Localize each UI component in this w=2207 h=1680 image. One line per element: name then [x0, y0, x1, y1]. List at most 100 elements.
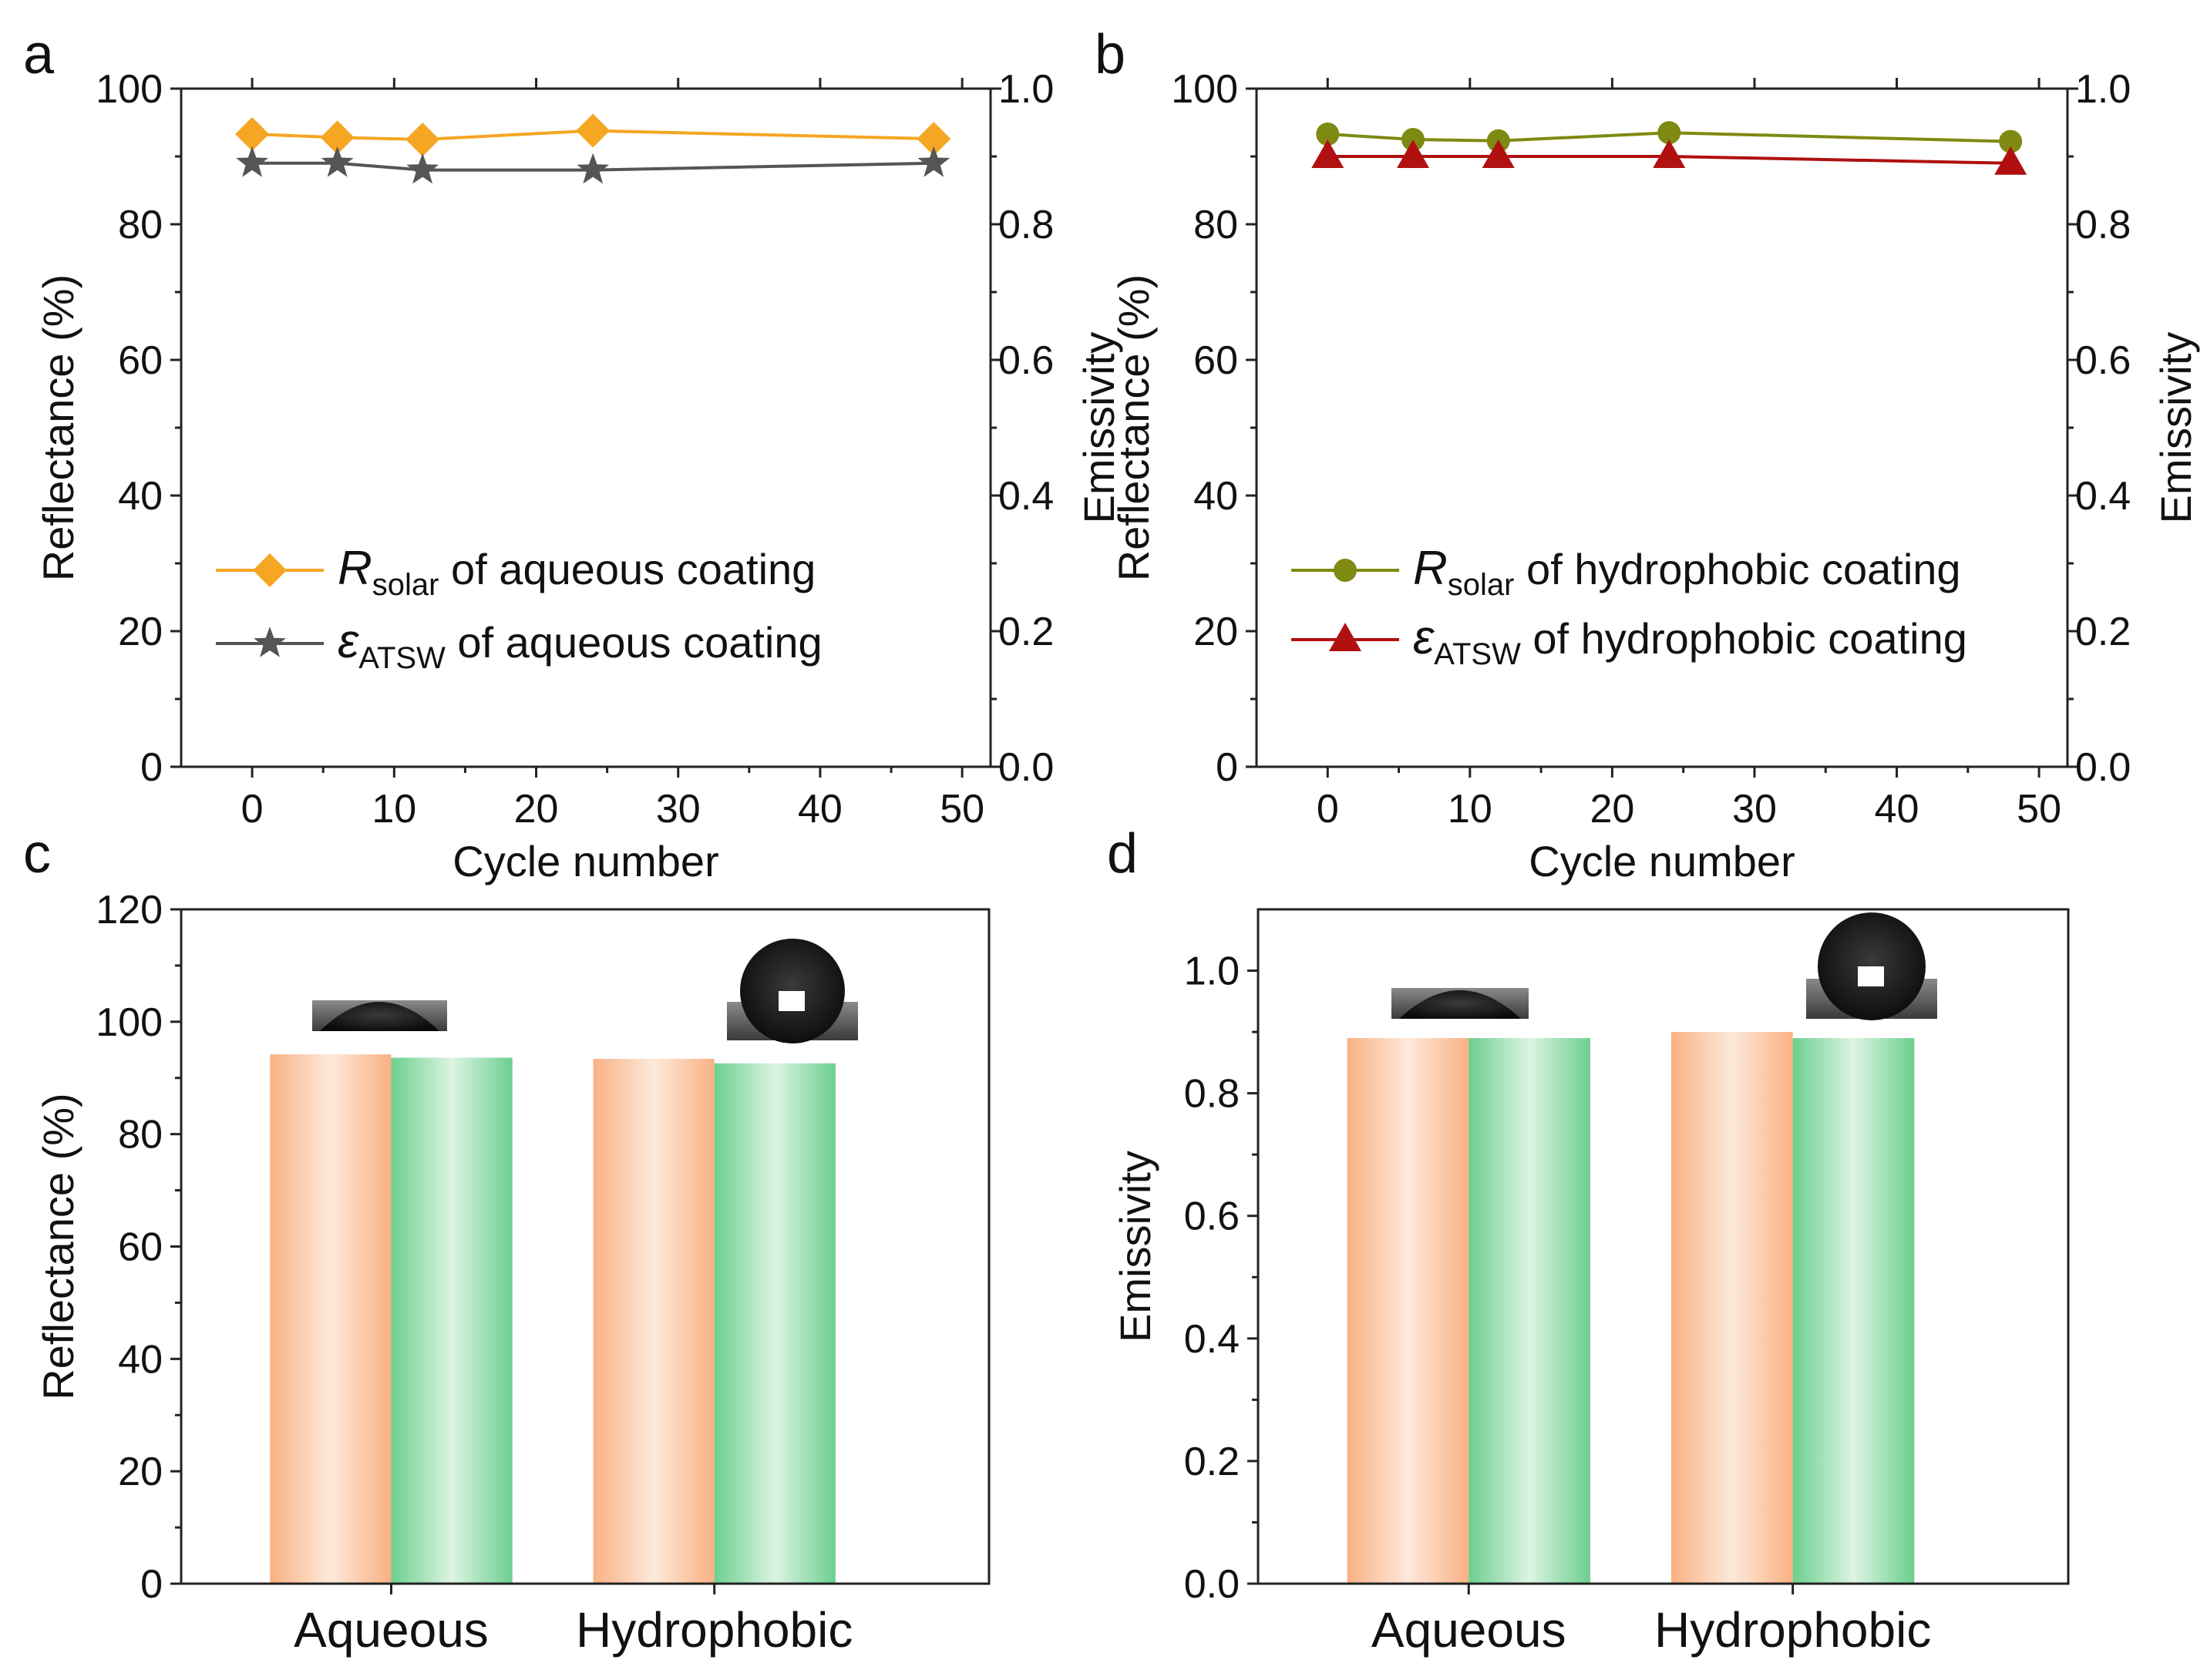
series-1 — [1311, 139, 2027, 175]
x-tick-label: 0 — [1317, 787, 1339, 832]
plot-frame — [1257, 908, 2070, 1585]
y-right-axis-label: Emissivity — [1075, 332, 1123, 524]
hydrophobic-droplet-image-c — [727, 939, 858, 1043]
y-tick-label: 60 — [1193, 338, 1238, 383]
y-tick-label: 60 — [118, 1225, 163, 1270]
legend-entry-1: εATSW of hydrophobic coating — [1291, 611, 1967, 671]
bar-before-0 — [1347, 1038, 1469, 1584]
y-tick-label: 0 — [1216, 745, 1238, 790]
data-point — [917, 146, 950, 177]
y-tick-label: 0.0 — [1184, 1562, 1240, 1607]
y-tick-label: 120 — [96, 888, 163, 932]
x-tick-label: 10 — [372, 787, 416, 832]
plot-frame — [1255, 87, 2069, 768]
y-tick-label: 40 — [1193, 474, 1238, 519]
legend-marker — [1329, 623, 1361, 651]
bar-after-1 — [1792, 1038, 1915, 1584]
legend-symbol: R — [1413, 542, 1448, 595]
category-label: Aqueous — [1371, 1602, 1566, 1658]
y-tick-label: 40 — [118, 474, 163, 519]
data-point — [235, 116, 270, 151]
series-1 — [236, 146, 950, 184]
data-point — [1316, 122, 1340, 146]
y-tick-label: 0 — [140, 745, 163, 790]
chart-c: Aqueous Hydrophobic 0 20 40 60 80 100 120 Reflect… — [34, 888, 991, 1658]
y-tick-label: 40 — [118, 1337, 163, 1382]
y-right-tick-label: 0.2 — [2075, 610, 2131, 654]
data-point — [1653, 139, 1686, 168]
y-right-tick-label: 0.0 — [998, 745, 1054, 790]
legend-label: εATSW of hydrophobic coating — [1413, 611, 1967, 671]
series-0 — [235, 113, 951, 156]
x-tick-label: 40 — [798, 787, 843, 832]
svg-text:c: c — [23, 823, 51, 885]
legend-symbol: ε — [1413, 611, 1435, 664]
y-axis-label: Reflectance (%) — [1109, 274, 1158, 581]
data-point — [406, 153, 439, 184]
chart-a: 0 10 20 30 40 50 0 20 40 60 80 100 0.0 0.2 0.4 0.6 0.8 1.… — [34, 67, 1123, 885]
bar-before-1 — [593, 1058, 715, 1584]
y-right-axis-label: Emissivity — [2151, 332, 2200, 524]
legend-marker — [253, 553, 287, 587]
data-point — [236, 146, 268, 177]
y-tick-label: 0.8 — [1184, 1072, 1240, 1117]
legend-subscript: ATSW — [358, 641, 446, 675]
legend-text: of aqueous coating — [446, 618, 823, 667]
y-tick-label: 20 — [1193, 610, 1238, 654]
legend-marker — [254, 627, 286, 657]
data-point — [405, 123, 440, 156]
y-right-tick-label: 0.4 — [998, 474, 1054, 519]
y-tick-label: 100 — [96, 1000, 163, 1045]
x-tick-label: 50 — [940, 787, 984, 832]
y-right-tick-label: 1.0 — [998, 67, 1054, 112]
y-tick-label: 0 — [140, 1562, 163, 1607]
y-tick-label: 100 — [1171, 67, 1238, 112]
y-tick-label: 60 — [118, 338, 163, 383]
x-tick-label: 10 — [1448, 787, 1492, 832]
category-label: Hydrophobic — [1654, 1602, 1931, 1658]
legend-text: of hydrophobic coating — [1514, 545, 1960, 593]
data-point — [576, 113, 611, 148]
legend-text: of hydrophobic coating — [1521, 614, 1967, 663]
category-label: Aqueous — [294, 1602, 489, 1658]
data-point — [1482, 139, 1515, 168]
bar-after-1 — [714, 1063, 836, 1584]
x-tick-label: 20 — [514, 787, 559, 832]
legend-text: of aqueous coating — [439, 545, 816, 593]
x-axis-label: Cycle number — [453, 837, 718, 885]
chart-b: 0 10 20 30 40 50 0 20 40 60 80 100 0.0 0.2 0.4 0.6 0.8 1.… — [1109, 67, 2200, 885]
bar-before-0 — [270, 1054, 392, 1584]
y-axis-label: Reflectance (%) — [34, 1093, 82, 1399]
legend-symbol: ε — [338, 615, 359, 668]
aqueous-droplet-image-d — [1391, 988, 1529, 1019]
legend-subscript: solar — [372, 568, 439, 602]
y-tick-label: 0.2 — [1184, 1440, 1240, 1484]
y-right-tick-label: 0.8 — [998, 203, 1054, 247]
data-point — [917, 122, 951, 156]
aqueous-droplet-image-c — [312, 1000, 447, 1031]
y-tick-label: 80 — [1193, 203, 1238, 247]
y-tick-label: 0.6 — [1184, 1194, 1240, 1239]
legend-label: εATSW of aqueous coating — [338, 615, 823, 675]
y-tick-label: 0.4 — [1184, 1317, 1240, 1362]
category-label: Hydrophobic — [576, 1602, 853, 1658]
svg-text:a: a — [23, 24, 55, 86]
data-point — [577, 153, 610, 184]
legend-entry-0: Rsolar of hydrophobic coating — [1291, 542, 1961, 602]
bar-before-1 — [1671, 1032, 1793, 1584]
legend-symbol: R — [338, 542, 372, 595]
bar-after-0 — [391, 1057, 513, 1584]
svg-text:b: b — [1095, 24, 1125, 86]
x-tick-label: 30 — [656, 787, 701, 832]
y-right-tick-label: 1.0 — [2075, 67, 2131, 112]
bar-after-0 — [1469, 1038, 1590, 1584]
y-right-tick-label: 0.2 — [998, 610, 1054, 654]
legend-subscript: ATSW — [1434, 637, 1521, 671]
legend-subscript: solar — [1448, 568, 1515, 602]
y-right-tick-label: 0.6 — [2075, 338, 2131, 383]
data-point — [320, 120, 355, 155]
x-tick-label: 50 — [2017, 787, 2061, 832]
x-tick-label: 40 — [1875, 787, 1919, 832]
y-tick-label: 80 — [118, 1113, 163, 1158]
